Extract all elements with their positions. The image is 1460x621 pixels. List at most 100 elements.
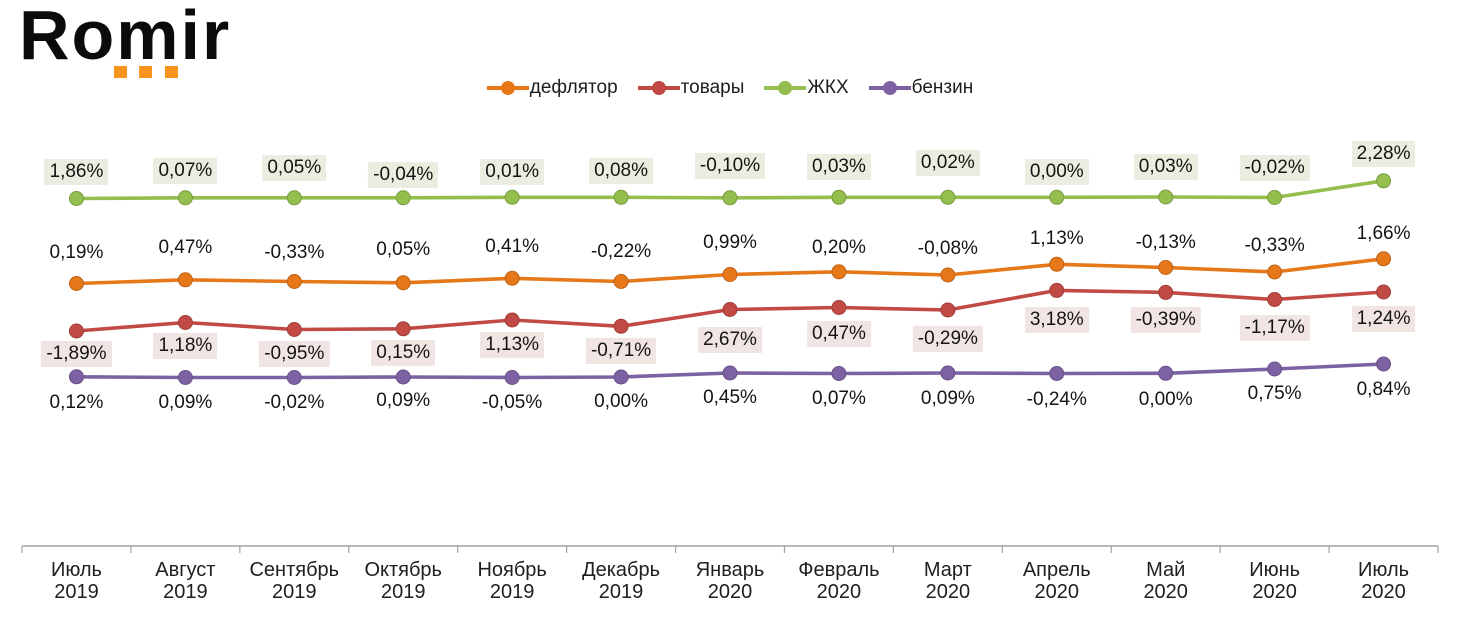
- data-label-дефлятор-12: -0,33%: [1244, 235, 1305, 257]
- data-label-бензин-5: -0,05%: [482, 391, 543, 413]
- data-label-бензин-10: -0,24%: [1026, 389, 1087, 411]
- data-point-ЖКХ-2: [177, 190, 193, 206]
- data-point-бензин-13: [1376, 356, 1392, 372]
- data-label-товары-8: 0,47%: [806, 320, 871, 347]
- data-label-дефлятор-8: 0,20%: [811, 236, 866, 258]
- data-point-ЖКХ-11: [1158, 189, 1174, 205]
- legend-label: ЖКХ: [807, 77, 849, 98]
- data-point-ЖКХ-13: [1376, 173, 1392, 189]
- data-label-товары-1: -1,89%: [41, 340, 112, 367]
- data-point-товары-13: [1376, 284, 1392, 300]
- data-label-бензин-3: -0,02%: [264, 391, 325, 413]
- data-point-дефлятор-5: [504, 270, 520, 286]
- data-label-товары-4: 0,15%: [371, 339, 436, 366]
- data-point-ЖКХ-3: [286, 190, 302, 206]
- data-point-товары-8: [831, 300, 847, 315]
- data-point-дефлятор-2: [177, 272, 193, 288]
- data-point-ЖКХ-7: [722, 190, 738, 206]
- data-point-товары-11: [1158, 284, 1174, 300]
- data-point-бензин-1: [68, 369, 84, 385]
- data-point-ЖКХ-9: [940, 189, 956, 205]
- data-point-ЖКХ-4: [395, 190, 411, 206]
- data-point-дефлятор-12: [1267, 264, 1283, 280]
- legend-label: бензин: [911, 77, 974, 98]
- data-label-бензин-1: 0,12%: [49, 392, 104, 413]
- legend-marker-icon: [868, 81, 911, 95]
- data-point-товары-7: [722, 302, 738, 317]
- data-point-товары-4: [395, 321, 411, 337]
- data-point-дефлятор-3: [286, 274, 302, 289]
- x-axis-label-12: Июнь 2020: [1249, 559, 1301, 603]
- data-point-бензин-5: [504, 370, 520, 385]
- data-point-товары-12: [1267, 292, 1283, 307]
- logo-accent-square: [139, 66, 153, 78]
- legend-marker-icon: [486, 81, 529, 95]
- data-point-дефлятор-1: [68, 276, 84, 291]
- legend-label: дефлятор: [529, 77, 618, 98]
- legend-marker-icon: [637, 81, 680, 95]
- data-label-ЖКХ-4: -0,04%: [368, 161, 439, 188]
- data-point-дефлятор-8: [831, 264, 847, 280]
- data-point-дефлятор-7: [722, 267, 738, 282]
- data-label-товары-13: 1,24%: [1351, 305, 1416, 332]
- data-label-дефлятор-1: 0,19%: [49, 242, 104, 264]
- data-point-бензин-2: [177, 370, 193, 385]
- data-point-ЖКХ-6: [613, 189, 629, 205]
- data-label-товары-12: -1,17%: [1239, 315, 1310, 341]
- data-point-бензин-9: [940, 365, 956, 381]
- data-label-бензин-7: 0,45%: [703, 386, 757, 408]
- data-label-ЖКХ-9: 0,02%: [915, 149, 980, 176]
- data-label-бензин-6: 0,00%: [594, 390, 648, 412]
- x-axis-label-8: Февраль 2020: [798, 559, 880, 603]
- data-point-дефлятор-10: [1049, 256, 1065, 272]
- chart-legend: дефлятор товары ЖКХ бензин: [0, 77, 1460, 99]
- data-label-дефлятор-5: 0,41%: [485, 235, 540, 257]
- data-point-бензин-7: [722, 365, 738, 381]
- x-axis-label-6: Декабрь 2019: [582, 559, 661, 603]
- romir-logo: Romir: [19, 0, 231, 78]
- data-point-товары-10: [1049, 282, 1065, 298]
- data-label-ЖКХ-3: 0,05%: [262, 154, 327, 181]
- x-axis-label-7: Январь 2020: [695, 559, 765, 603]
- x-axis-label-2: Август 2019: [155, 559, 216, 603]
- data-point-товары-6: [613, 318, 629, 334]
- data-point-бензин-4: [395, 369, 411, 385]
- data-label-бензин-11: 0,00%: [1138, 388, 1193, 410]
- data-label-товары-7: 2,67%: [698, 326, 762, 353]
- data-label-ЖКХ-6: 0,08%: [589, 158, 653, 184]
- data-point-бензин-11: [1158, 365, 1174, 381]
- data-point-дефлятор-4: [395, 275, 411, 291]
- data-point-ЖКХ-10: [1049, 189, 1065, 205]
- legend-item-дефлятор: дефлятор: [486, 77, 618, 99]
- data-label-дефлятор-7: 0,99%: [703, 232, 757, 254]
- legend-label: товары: [680, 77, 745, 98]
- logo-accent-square: [114, 66, 127, 78]
- data-label-ЖКХ-11: 0,03%: [1133, 154, 1198, 180]
- data-point-товары-3: [286, 322, 302, 337]
- x-axis-label-3: Сентябрь 2019: [249, 559, 340, 603]
- data-label-бензин-13: 0,84%: [1356, 379, 1411, 401]
- data-label-товары-9: -0,29%: [912, 325, 983, 352]
- data-label-ЖКХ-1: 1,86%: [44, 158, 109, 185]
- data-point-товары-9: [940, 302, 956, 318]
- x-axis-label-11: Май 2020: [1143, 559, 1188, 603]
- data-label-дефлятор-11: -0,13%: [1135, 231, 1196, 253]
- data-label-товары-3: -0,95%: [259, 341, 330, 368]
- data-point-бензин-8: [831, 366, 847, 381]
- data-point-ЖКХ-5: [504, 189, 520, 205]
- data-label-товары-5: 1,13%: [480, 332, 545, 359]
- data-point-дефлятор-11: [1158, 260, 1174, 275]
- data-label-ЖКХ-2: 0,07%: [153, 158, 218, 184]
- data-point-бензин-10: [1049, 366, 1065, 381]
- data-label-товары-2: 1,18%: [153, 333, 218, 360]
- data-label-ЖКХ-12: -0,02%: [1239, 154, 1310, 181]
- data-label-товары-10: 3,18%: [1024, 306, 1089, 333]
- data-point-товары-2: [177, 315, 193, 330]
- data-label-дефлятор-6: -0,22%: [590, 240, 652, 262]
- data-label-дефлятор-10: 1,13%: [1029, 228, 1084, 250]
- data-point-бензин-6: [613, 369, 629, 385]
- data-point-дефлятор-13: [1376, 251, 1392, 267]
- x-axis-label-13: Июль 2020: [1358, 559, 1410, 603]
- data-label-дефлятор-4: 0,05%: [376, 239, 431, 261]
